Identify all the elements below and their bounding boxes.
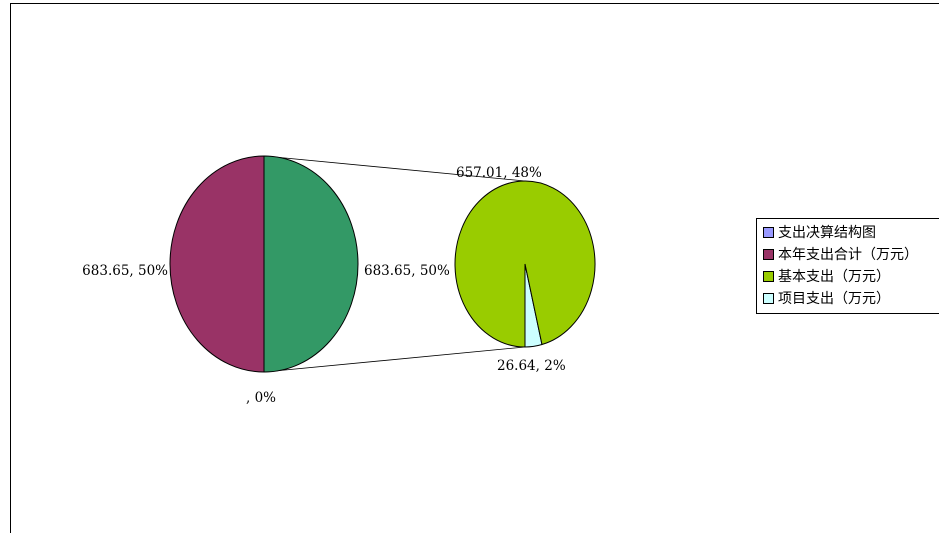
legend-swatch [763,227,774,238]
data-label-project: 26.64, 2% [497,358,566,374]
legend-item-structure: 支出决算结构图 [763,222,939,244]
pie-slice-other [263,155,359,373]
legend-item-project: 项目支出（万元） [763,288,939,310]
legend-label: 基本支出（万元） [778,269,890,285]
connector-line-bottom [263,346,526,373]
legend-item-basic: 基本支出（万元） [763,266,939,288]
legend-label: 支出决算结构图 [778,225,876,241]
data-label-structure: , 0% [246,390,276,406]
legend-swatch [763,293,774,304]
secondary-slice-basic [454,180,596,348]
legend-swatch [763,249,774,260]
data-label-basic: 657.01, 48% [456,165,542,181]
pie-slice-1 [169,155,265,373]
legend-swatch [763,271,774,282]
legend-item-total: 本年支出合计（万元） [763,244,939,266]
chart-legend: 支出决算结构图 本年支出合计（万元） 基本支出（万元） 项目支出（万元） [756,218,939,314]
data-label-other: 683.65, 50% [364,263,450,279]
legend-label: 本年支出合计（万元） [778,247,918,263]
legend-label: 项目支出（万元） [778,291,890,307]
data-label-total: 683.65, 50% [82,263,168,279]
chart-area [10,3,939,533]
connector-line-top [263,155,526,182]
